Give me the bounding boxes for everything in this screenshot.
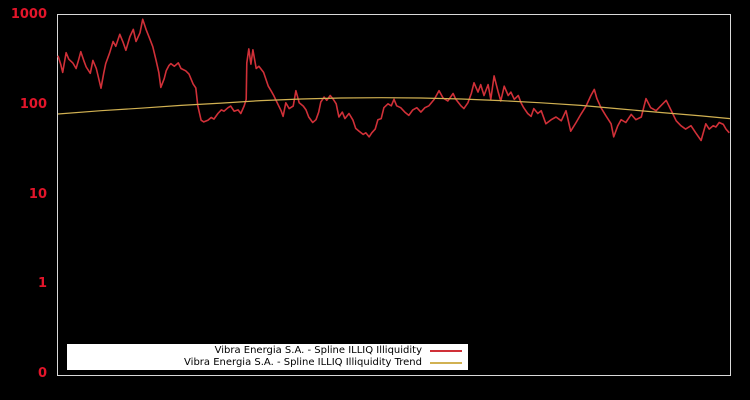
illiquidity-trend-line bbox=[57, 97, 731, 120]
legend: Vibra Energia S.A. - Spline ILLIQ Illiqu… bbox=[67, 344, 468, 370]
legend-item-illiquidity: Vibra Energia S.A. - Spline ILLIQ Illiqu… bbox=[67, 345, 462, 357]
y-axis-tick-labels: 1000 100 10 1 0 bbox=[0, 0, 48, 400]
legend-line-sample-illiquidity-icon bbox=[430, 350, 462, 352]
legend-item-trend: Vibra Energia S.A. - Spline ILLIQ Illiqu… bbox=[67, 357, 462, 369]
series-svg bbox=[57, 18, 731, 142]
legend-label-illiquidity: Vibra Energia S.A. - Spline ILLIQ Illiqu… bbox=[214, 345, 422, 356]
y-tick-label: 1000 bbox=[10, 7, 47, 22]
y-tick-label: 100 bbox=[19, 96, 47, 112]
y-tick-label: 10 bbox=[28, 186, 47, 202]
y-tick-label: 1 bbox=[37, 276, 47, 292]
y-tick-label: 0 bbox=[37, 366, 47, 381]
legend-line-sample-trend-icon bbox=[430, 362, 462, 364]
plot-area: Vibra Energia S.A. - Spline ILLIQ Illiqu… bbox=[57, 14, 731, 376]
illiquidity-series-line bbox=[57, 18, 730, 142]
legend-label-trend: Vibra Energia S.A. - Spline ILLIQ Illiqu… bbox=[184, 357, 422, 368]
